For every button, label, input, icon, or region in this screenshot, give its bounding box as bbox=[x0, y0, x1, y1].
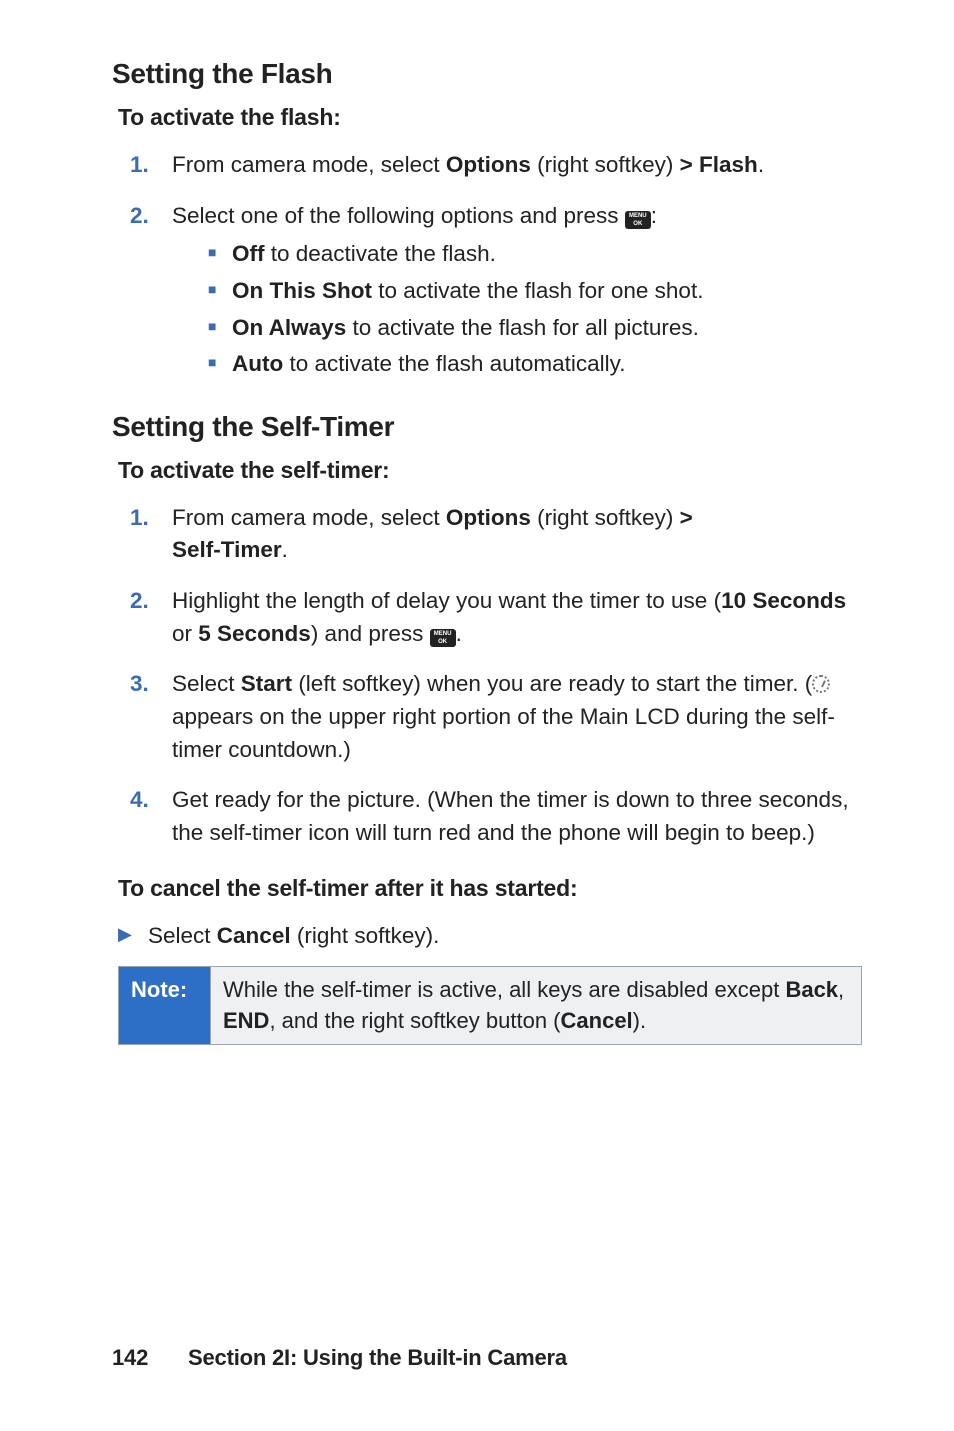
text-bold: Back bbox=[785, 977, 838, 1002]
text-bold: Cancel bbox=[217, 923, 291, 948]
sub-body: Auto to activate the flash automatically… bbox=[232, 348, 626, 381]
page-footer: 142 Section 2I: Using the Built-in Camer… bbox=[112, 1345, 567, 1371]
text: or bbox=[172, 621, 198, 646]
cancel-action-line: ▶ Select Cancel (right softkey). bbox=[118, 920, 856, 952]
text-bold: Cancel bbox=[561, 1008, 633, 1033]
step-body: Highlight the length of delay you want t… bbox=[172, 585, 856, 650]
menu-ok-icon bbox=[625, 211, 651, 229]
text: . bbox=[282, 537, 288, 562]
step-number: 1. bbox=[112, 149, 172, 182]
heading-setting-flash: Setting the Flash bbox=[112, 58, 856, 90]
note-label: Note: bbox=[119, 966, 211, 1045]
step-body: Get ready for the picture. (When the tim… bbox=[172, 784, 856, 849]
text-bold: Options bbox=[446, 152, 531, 177]
list-item: 3. Select Start (left softkey) when you … bbox=[112, 668, 856, 766]
text: (right softkey). bbox=[291, 923, 440, 948]
text-bold: END bbox=[223, 1008, 269, 1033]
text: . bbox=[456, 621, 462, 646]
list-item: 1. From camera mode, select Options (rig… bbox=[112, 149, 856, 182]
text: to activate the flash for all pictures. bbox=[346, 315, 699, 340]
text: Get ready for the picture. (When the tim… bbox=[172, 787, 849, 845]
sub-body: Off to deactivate the flash. bbox=[232, 238, 496, 271]
text: (right softkey) bbox=[531, 152, 680, 177]
text: (left softkey) when you are ready to sta… bbox=[292, 671, 812, 696]
text-bold: Options bbox=[446, 505, 531, 530]
text-bold: 5 Seconds bbox=[198, 621, 311, 646]
note-box: Note: While the self-timer is active, al… bbox=[118, 966, 862, 1046]
timer-icon bbox=[812, 675, 830, 693]
text: Select one of the following options and … bbox=[172, 203, 625, 228]
bullet-icon: ■ bbox=[172, 312, 232, 340]
text: , and the right softkey button ( bbox=[269, 1008, 560, 1033]
text-bold: On Always bbox=[232, 315, 346, 340]
timer-steps-list: 1. From camera mode, select Options (rig… bbox=[112, 502, 856, 850]
cancel-body: Select Cancel (right softkey). bbox=[148, 920, 439, 952]
section-title: Section 2I: Using the Built-in Camera bbox=[188, 1345, 567, 1370]
flash-steps-list: 1. From camera mode, select Options (rig… bbox=[112, 149, 856, 385]
text: to activate the flash automatically. bbox=[283, 351, 625, 376]
triangle-bullet-icon: ▶ bbox=[118, 920, 148, 948]
heading-setting-self-timer: Setting the Self-Timer bbox=[112, 411, 856, 443]
step-number: 3. bbox=[112, 668, 172, 701]
subheading-cancel-self-timer: To cancel the self-timer after it has st… bbox=[118, 875, 856, 902]
step-body: Select one of the following options and … bbox=[172, 200, 856, 385]
bullet-icon: ■ bbox=[172, 275, 232, 303]
text: appears on the upper right portion of th… bbox=[172, 704, 835, 762]
text: Select bbox=[148, 923, 217, 948]
text: ) and press bbox=[311, 621, 430, 646]
list-item: 4. Get ready for the picture. (When the … bbox=[112, 784, 856, 849]
subheading-activate-flash: To activate the flash: bbox=[118, 104, 856, 131]
text-bold: Self-Timer bbox=[172, 537, 282, 562]
menu-ok-icon bbox=[430, 629, 456, 647]
text-bold: Off bbox=[232, 241, 265, 266]
text: (right softkey) bbox=[531, 505, 680, 530]
text: to deactivate the flash. bbox=[265, 241, 496, 266]
text: From camera mode, select bbox=[172, 152, 446, 177]
bullet-icon: ■ bbox=[172, 238, 232, 266]
sub-body: On This Shot to activate the flash for o… bbox=[232, 275, 703, 308]
bullet-icon: ■ bbox=[172, 348, 232, 376]
note-body: While the self-timer is active, all keys… bbox=[211, 966, 862, 1045]
sub-body: On Always to activate the flash for all … bbox=[232, 312, 699, 345]
text-bold: On This Shot bbox=[232, 278, 372, 303]
step-number: 1. bbox=[112, 502, 172, 535]
text-bold: 10 Seconds bbox=[721, 588, 846, 613]
step-body: Select Start (left softkey) when you are… bbox=[172, 668, 856, 766]
flash-options-sublist: ■Off to deactivate the flash. ■On This S… bbox=[172, 238, 856, 381]
list-item: 1. From camera mode, select Options (rig… bbox=[112, 502, 856, 567]
step-body: From camera mode, select Options (right … bbox=[172, 149, 856, 182]
text: , bbox=[838, 977, 844, 1002]
list-item: ■On Always to activate the flash for all… bbox=[172, 312, 856, 345]
list-item: ■On This Shot to activate the flash for … bbox=[172, 275, 856, 308]
text: Select bbox=[172, 671, 241, 696]
text: . bbox=[758, 152, 764, 177]
list-item: 2. Highlight the length of delay you wan… bbox=[112, 585, 856, 650]
text-bold: > Flash bbox=[680, 152, 758, 177]
step-number: 2. bbox=[112, 585, 172, 618]
list-item: 2. Select one of the following options a… bbox=[112, 200, 856, 385]
text: to activate the flash for one shot. bbox=[372, 278, 703, 303]
text: Highlight the length of delay you want t… bbox=[172, 588, 721, 613]
page-number: 142 bbox=[112, 1345, 148, 1371]
manual-page: Setting the Flash To activate the flash:… bbox=[0, 0, 954, 1045]
text: While the self-timer is active, all keys… bbox=[223, 977, 785, 1002]
text-bold: Auto bbox=[232, 351, 283, 376]
step-number: 4. bbox=[112, 784, 172, 817]
text-bold: > bbox=[680, 505, 693, 530]
text: From camera mode, select bbox=[172, 505, 446, 530]
subheading-activate-self-timer: To activate the self-timer: bbox=[118, 457, 856, 484]
list-item: ■Auto to activate the flash automaticall… bbox=[172, 348, 856, 381]
list-item: ■Off to deactivate the flash. bbox=[172, 238, 856, 271]
text: : bbox=[651, 203, 657, 228]
step-body: From camera mode, select Options (right … bbox=[172, 502, 856, 567]
text-bold: Start bbox=[241, 671, 292, 696]
step-number: 2. bbox=[112, 200, 172, 233]
text: ). bbox=[633, 1008, 646, 1033]
